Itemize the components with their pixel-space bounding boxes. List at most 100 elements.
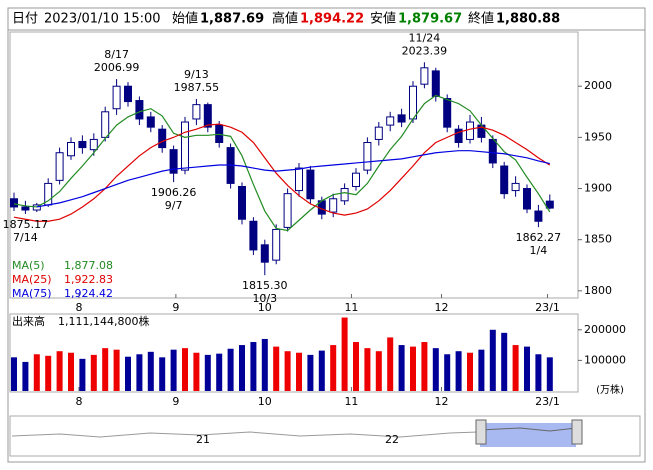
candle-body [10, 198, 18, 208]
x-tick-label: 9 [172, 301, 179, 314]
header-close: 1,880.88 [496, 12, 560, 27]
candle-body [158, 128, 167, 149]
volume-unit: (万株) [596, 383, 624, 396]
annotation-value: 1875.17 [3, 218, 49, 231]
x-tick-label: 12 [435, 301, 449, 314]
volume-bar [353, 342, 359, 391]
candle-body [374, 126, 383, 140]
annotation-value: 2023.39 [402, 44, 448, 57]
volume-bar [261, 338, 268, 391]
volume-bar [478, 349, 485, 391]
header-high: 1,894.22 [300, 12, 364, 27]
annotation-value: 1987.55 [174, 81, 220, 94]
candle-body [67, 141, 75, 157]
annotation-date: 9/7 [165, 199, 183, 212]
volume-bar [45, 355, 52, 391]
header-high-label: 高値 [272, 11, 298, 27]
volume-bar [147, 351, 154, 391]
legend-value: 1,922.83 [64, 273, 113, 286]
candle-body [181, 121, 189, 171]
header-open-label: 始値 [172, 11, 198, 27]
candle-body [352, 172, 360, 187]
ma-line [13, 94, 551, 232]
y-tick-label: 1850 [584, 233, 612, 246]
y-tick-label: 1800 [584, 284, 612, 297]
navigator-selection[interactable] [480, 423, 576, 447]
candle-body [203, 104, 212, 128]
volume-bar [11, 357, 17, 391]
navigator-label: 21 [196, 433, 210, 446]
volume-bar [330, 345, 337, 391]
candle-body [488, 138, 497, 164]
volume-panel [9, 313, 579, 393]
x-tick-label: 8 [75, 301, 82, 314]
candle-body [260, 244, 269, 263]
volume-bar [524, 346, 530, 391]
candle-body [146, 116, 155, 128]
volume-bar [432, 348, 439, 391]
volume-bar [375, 351, 382, 391]
annotation-date: 10/3 [252, 292, 277, 305]
volume-bar [79, 358, 86, 391]
volume-bar [284, 351, 291, 391]
volume-bar [159, 357, 166, 391]
navigator-handle-right[interactable] [571, 419, 583, 445]
volume-bar [90, 354, 97, 391]
volume-bar [22, 361, 29, 391]
volume-bar [341, 317, 348, 391]
candle-body [272, 228, 281, 261]
candle-body [135, 100, 144, 120]
navigator-label: 22 [385, 433, 399, 446]
header-close-label: 終値 [468, 11, 494, 27]
volume-bar [227, 348, 234, 391]
volume-bar [33, 354, 40, 391]
x-tick-label: 10 [258, 395, 272, 408]
volume-title: 出来高 [12, 314, 45, 328]
header-low: 1,879.67 [398, 12, 462, 27]
candle-body [534, 210, 543, 222]
annotation-date: 11/24 [409, 31, 441, 44]
candle-body [169, 149, 178, 174]
volume-bar [204, 354, 211, 391]
x-tick-label: 23/1 [535, 395, 560, 408]
volume-bar [546, 357, 553, 391]
volume-bar [193, 352, 200, 391]
annotation-date: 7/14 [13, 231, 38, 244]
volume-bar [364, 348, 371, 391]
x-tick-label: 10 [258, 301, 272, 314]
volume-bar [239, 345, 245, 391]
volume-bar [216, 353, 223, 391]
annotation-date: 8/17 [104, 48, 129, 61]
y-tick-label: 1900 [584, 182, 612, 195]
candle-body [363, 141, 372, 171]
candle-body [397, 114, 406, 123]
legend-value: 1,924.42 [64, 287, 113, 300]
legend-name: MA(5) [12, 259, 45, 272]
header-date-label: 日付 [12, 12, 38, 27]
candle-body [306, 169, 315, 200]
candle-body [409, 85, 417, 120]
volume-bar [421, 342, 428, 391]
candle-body [192, 104, 201, 120]
volume-bar [467, 352, 473, 391]
navigator-selection-line [479, 427, 577, 432]
candle-body [523, 188, 531, 210]
candle-body [340, 188, 349, 202]
volume-bar [318, 350, 325, 391]
legend-name: MA(75) [12, 287, 52, 300]
candle-body [329, 198, 338, 213]
volume-bar [182, 348, 188, 391]
legend-value: 1,877.08 [64, 259, 113, 272]
navigator-line [11, 431, 479, 438]
header-bar [7, 7, 646, 31]
y-tick-label: 200000 [584, 323, 626, 336]
candle-body [78, 140, 87, 149]
volume-bar [307, 354, 314, 391]
candle-body [21, 206, 30, 211]
annotation-value: 1862.27 [516, 231, 562, 244]
candle-body [112, 85, 121, 110]
volume-bar [273, 346, 280, 391]
navigator-handle-left[interactable] [475, 419, 487, 445]
y-tick-label: 1950 [584, 130, 612, 143]
